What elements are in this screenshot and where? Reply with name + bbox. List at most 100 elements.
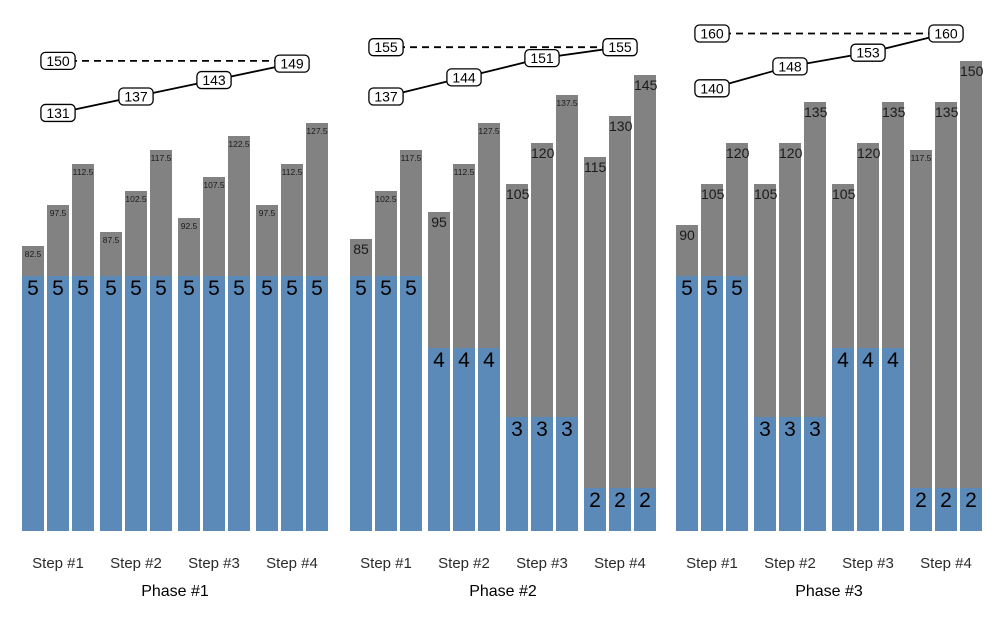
bar-gray-segment <box>804 102 826 417</box>
bar-gray-segment <box>178 218 200 276</box>
bar-total-label: 87.5 <box>102 235 120 246</box>
line-value-label: 160 <box>700 26 724 42</box>
bar-total-label: 135 <box>935 104 959 120</box>
bar-total-label: 102.5 <box>375 194 397 205</box>
line-value-box <box>446 68 482 87</box>
line-value-box <box>928 24 964 43</box>
bar-blue-segment <box>150 276 172 531</box>
bar-blue-segment <box>531 417 553 531</box>
bar-total-label: 135 <box>882 104 906 120</box>
bar-total-label: 82.5 <box>24 248 42 259</box>
bar-count-label: 5 <box>731 277 743 300</box>
step-label: Step #1 <box>32 555 84 572</box>
bar-count-label: 4 <box>483 349 495 372</box>
bar-total-label: 112.5 <box>72 166 94 177</box>
bar-gray-segment <box>609 115 631 488</box>
bar-total-label: 107.5 <box>203 180 225 191</box>
line-value-label: 151 <box>530 50 554 66</box>
bar-blue-segment <box>350 276 372 531</box>
bar-count-label: 3 <box>809 418 821 441</box>
step-label: Step #1 <box>686 555 738 572</box>
bar-total-label: 120 <box>531 145 555 162</box>
bar-count-label: 5 <box>233 277 245 300</box>
line-value-label: 155 <box>374 39 398 55</box>
bar-blue-segment <box>506 417 528 531</box>
bar-blue-segment <box>256 276 278 531</box>
bar-count-label: 5 <box>183 277 195 300</box>
bar-blue-segment <box>125 276 147 531</box>
bar-total-label: 112.5 <box>453 166 475 177</box>
bar-total-label: 150 <box>960 62 984 79</box>
line-value-box <box>40 51 76 71</box>
bar-total-label: 117.5 <box>150 152 172 163</box>
bar-blue-segment <box>228 276 250 531</box>
line-value-box <box>850 43 886 62</box>
bar-count-label: 2 <box>614 489 626 512</box>
progress-line <box>385 46 621 98</box>
phase-label: Phase #3 <box>795 583 863 600</box>
line-value-box <box>602 38 638 57</box>
bar-count-label: 3 <box>536 418 548 441</box>
line-value-box <box>772 57 808 76</box>
bar-gray-segment <box>150 149 172 276</box>
line-value-box <box>368 87 404 106</box>
bar-count-label: 3 <box>784 418 796 441</box>
bar-count-label: 2 <box>915 489 927 512</box>
bar-count-label: 5 <box>405 277 417 300</box>
line-value-box <box>524 49 560 68</box>
line-value-label: 149 <box>280 56 304 72</box>
bar-blue-segment <box>400 276 422 531</box>
bar-blue-segment <box>453 348 475 531</box>
bar-gray-segment <box>726 143 748 276</box>
bar-blue-segment <box>375 276 397 531</box>
bar-count-label: 5 <box>380 277 392 300</box>
bar-total-label: 95 <box>431 213 447 230</box>
bar-gray-segment <box>306 122 328 276</box>
line-value-label: 140 <box>700 80 724 96</box>
line-value-box <box>118 87 154 106</box>
bar-total-label: 122.5 <box>228 139 250 150</box>
bar-total-label: 127.5 <box>306 125 328 136</box>
bar-total-label: 105 <box>754 186 778 203</box>
bar-total-label: 97.5 <box>49 207 67 218</box>
bar-total-label: 120 <box>779 145 803 162</box>
bar-count-label: 4 <box>887 349 899 372</box>
bar-count-label: 3 <box>511 418 523 441</box>
bar-gray-segment <box>832 184 854 348</box>
bar-count-label: 2 <box>965 489 977 512</box>
step-label: Step #3 <box>188 555 240 572</box>
bar-gray-segment <box>22 245 44 276</box>
step-label: Step #4 <box>594 555 646 572</box>
phase-label: Phase #1 <box>141 583 209 600</box>
bar-gray-segment <box>910 149 932 488</box>
bar-blue-segment <box>726 276 748 531</box>
bar-blue-segment <box>178 276 200 531</box>
bar-blue-segment <box>609 488 631 531</box>
bar-blue-segment <box>882 348 904 531</box>
bar-count-label: 5 <box>105 277 117 300</box>
bar-blue-segment <box>72 276 94 531</box>
bar-gray-segment <box>375 191 397 276</box>
bar-gray-segment <box>935 102 957 488</box>
step-label: Step #2 <box>764 555 816 572</box>
line-value-label: 150 <box>46 53 70 69</box>
step-label: Step #4 <box>266 555 318 572</box>
bar-gray-segment <box>701 184 723 276</box>
bar-gray-segment <box>754 184 776 417</box>
bar-total-label: 90 <box>679 227 695 244</box>
bar-gray-segment <box>556 95 578 417</box>
bar-count-label: 2 <box>589 489 601 512</box>
step-label: Step #3 <box>516 555 568 572</box>
bar-count-label: 5 <box>77 277 89 300</box>
bar-blue-segment <box>428 348 450 531</box>
bar-blue-segment <box>22 276 44 531</box>
bar-count-label: 5 <box>311 277 323 300</box>
bar-gray-segment <box>453 163 475 348</box>
bar-gray-segment <box>125 191 147 276</box>
bar-gray-segment <box>400 149 422 276</box>
line-value-label: 153 <box>856 45 880 61</box>
bar-count-label: 5 <box>286 277 298 300</box>
bar-gray-segment <box>228 136 250 276</box>
bar-gray-segment <box>47 204 69 276</box>
